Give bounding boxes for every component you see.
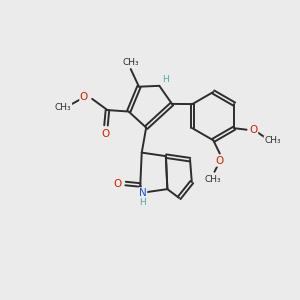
Text: O: O <box>216 156 224 166</box>
Text: O: O <box>113 178 122 188</box>
Text: CH₃: CH₃ <box>122 58 139 67</box>
Text: O: O <box>102 129 110 139</box>
Text: H: H <box>140 198 146 207</box>
Text: O: O <box>250 125 258 135</box>
Text: O: O <box>80 92 88 102</box>
Text: CH₃: CH₃ <box>205 175 222 184</box>
Text: H: H <box>162 75 169 84</box>
Text: CH₃: CH₃ <box>264 136 281 146</box>
Text: CH₃: CH₃ <box>55 103 72 112</box>
Text: N: N <box>139 188 147 198</box>
